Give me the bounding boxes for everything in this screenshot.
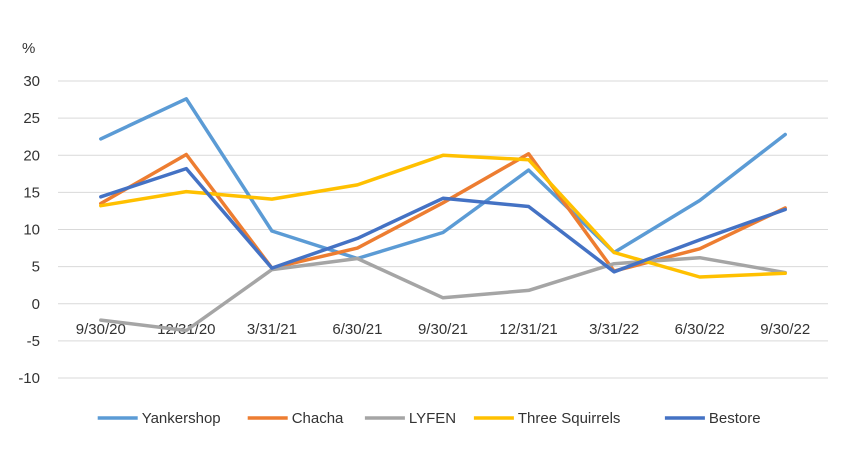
x-tick-label: 9/30/20 (76, 321, 126, 338)
y-tick-label: -10 (18, 370, 40, 387)
x-tick-label: 9/30/22 (760, 321, 810, 338)
y-tick-label: 5 (32, 259, 40, 276)
legend-item-bestore: Bestore (664, 410, 761, 427)
y-tick-label: -5 (27, 333, 40, 350)
y-unit-label: % (22, 40, 35, 57)
series-line-yankershop (99, 97, 787, 261)
legend-label: Yankershop (142, 410, 221, 427)
legend-item-three-squirrels: Three Squirrels (473, 410, 621, 427)
x-tick-label: 9/30/21 (418, 321, 468, 338)
y-tick-label: 25 (23, 110, 40, 127)
y-axis-ticks: 30 25 20 15 10 5 0 -5 -10 (18, 73, 40, 387)
legend-label: Three Squirrels (518, 410, 621, 427)
x-tick-label: 12/31/21 (499, 321, 557, 338)
y-tick-label: 20 (23, 147, 40, 164)
y-tick-label: 30 (23, 73, 40, 90)
series-line-bestore (99, 166, 787, 274)
y-tick-label: 0 (32, 296, 40, 313)
legend-item-chacha: Chacha (247, 410, 344, 427)
legend-item-yankershop: Yankershop (97, 410, 221, 427)
x-tick-label: 3/31/21 (247, 321, 297, 338)
series-lines (99, 97, 787, 333)
y-tick-label: 10 (23, 222, 40, 239)
series-line-lyfen (99, 255, 787, 333)
y-tick-label: 15 (23, 184, 40, 201)
x-tick-label: 6/30/21 (332, 321, 382, 338)
x-tick-label: 3/31/22 (589, 321, 639, 338)
legend-label: LYFEN (409, 410, 456, 427)
x-axis-ticks: 9/30/20 12/31/20 3/31/21 6/30/21 9/30/21 12/3… (76, 321, 810, 338)
legend-item-lyfen: LYFEN (364, 410, 456, 427)
legend: Yankershop Chacha LYFEN Three Squirrels Best… (97, 410, 761, 427)
legend-label: Bestore (709, 410, 761, 427)
x-tick-label: 6/30/22 (675, 321, 725, 338)
series-line-three-squirrels (99, 153, 787, 279)
legend-label: Chacha (292, 410, 344, 427)
